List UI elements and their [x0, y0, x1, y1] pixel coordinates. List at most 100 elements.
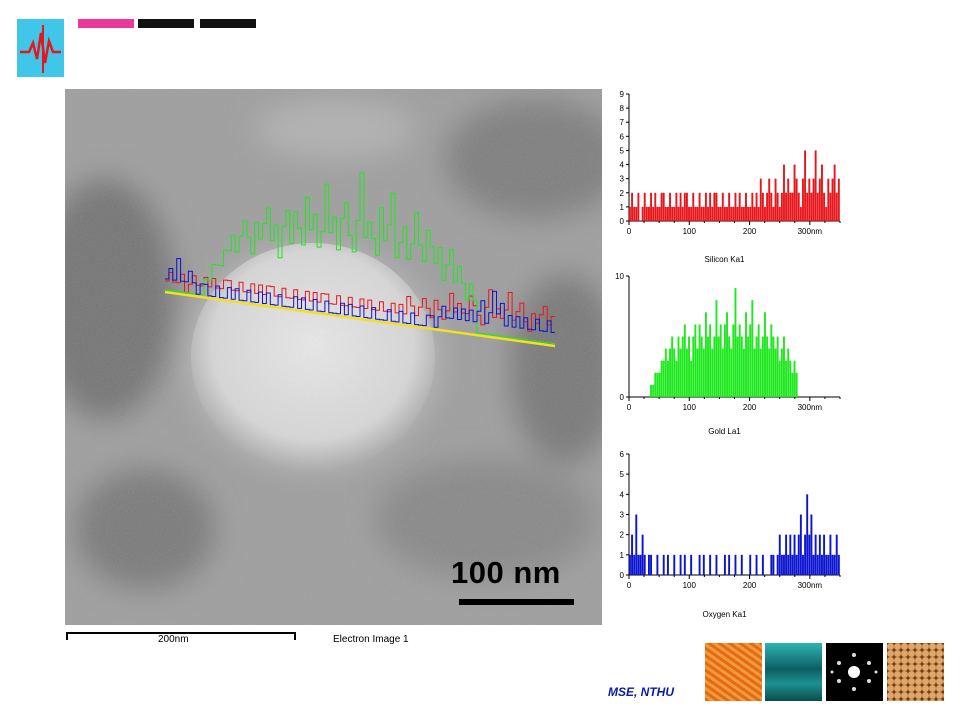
bar	[799, 514, 802, 575]
bar	[635, 514, 638, 575]
bar	[768, 348, 771, 397]
bar	[683, 324, 686, 397]
bar	[664, 348, 667, 397]
bar	[707, 206, 709, 221]
bar	[671, 206, 674, 221]
y-tick-label: 10	[615, 272, 624, 281]
chart-title: Gold La1	[708, 427, 741, 436]
bar	[723, 324, 726, 397]
bar	[715, 192, 718, 221]
bar	[785, 360, 788, 397]
bar	[768, 178, 771, 221]
bar	[787, 348, 790, 397]
bar	[778, 360, 781, 397]
bar	[711, 206, 714, 221]
y-tick-label: 1	[620, 551, 625, 560]
bar	[709, 324, 712, 397]
bar	[629, 206, 631, 221]
y-tick-label: 7	[620, 118, 625, 127]
bar	[827, 554, 830, 575]
bar	[791, 192, 794, 221]
bar	[793, 164, 796, 221]
bar	[726, 206, 728, 221]
bar	[662, 554, 665, 575]
y-tick-label: 1	[620, 203, 625, 212]
x-tick-label: 300nm	[798, 581, 823, 590]
bar	[643, 192, 646, 221]
bar	[685, 192, 688, 221]
bar	[713, 192, 716, 221]
bar	[795, 178, 798, 221]
bar	[778, 534, 781, 575]
bar	[650, 384, 653, 397]
bar	[666, 360, 669, 397]
bar	[666, 554, 669, 575]
bar	[635, 206, 638, 221]
bar	[734, 554, 737, 575]
line-scan-overlay	[165, 172, 555, 344]
bar	[791, 554, 794, 575]
sem-info-bar: 200nm Electron Image 1	[65, 625, 602, 707]
bar	[742, 348, 745, 397]
y-tick-label: 3	[620, 175, 625, 184]
bar	[654, 372, 657, 397]
bar	[732, 324, 735, 397]
bar	[671, 336, 674, 397]
bar	[728, 192, 731, 221]
bar	[827, 178, 830, 221]
bar	[641, 206, 644, 221]
bar	[698, 324, 701, 397]
bar	[753, 206, 756, 221]
footer-scale-label: 200nm	[158, 634, 189, 645]
header-image-strip-2	[138, 19, 194, 28]
bar	[745, 192, 747, 221]
bar	[726, 312, 728, 397]
thumbnail-image-1	[705, 643, 762, 701]
bar	[776, 192, 779, 221]
bar	[723, 554, 726, 575]
x-tick-label: 0	[627, 581, 632, 590]
y-tick-label: 2	[620, 189, 625, 198]
bar	[821, 554, 823, 575]
bar	[690, 360, 693, 397]
bar	[816, 554, 819, 575]
y-tick-label: 5	[620, 146, 625, 155]
bar	[795, 554, 798, 575]
x-tick-label: 100	[683, 227, 697, 236]
bar	[679, 348, 682, 397]
bar	[774, 178, 777, 221]
bar	[780, 348, 783, 397]
bar	[650, 554, 653, 575]
bar	[734, 192, 737, 221]
bar	[647, 206, 650, 221]
chart-title: Oxygen Ka1	[702, 610, 747, 619]
bar	[749, 324, 752, 397]
bar	[823, 192, 826, 221]
x-tick-label: 300nm	[798, 403, 823, 412]
bar	[761, 192, 764, 221]
header-image-strip-1	[78, 19, 134, 28]
bar	[833, 164, 836, 221]
y-tick-label: 9	[620, 90, 625, 99]
bar	[789, 534, 792, 575]
bar	[780, 554, 783, 575]
bar	[692, 192, 695, 221]
bar	[823, 534, 826, 575]
bar	[654, 192, 657, 221]
bar	[709, 192, 712, 221]
bar	[804, 534, 807, 575]
bar	[837, 554, 840, 575]
bar	[719, 324, 722, 397]
bar	[700, 206, 703, 221]
y-tick-label: 4	[620, 161, 625, 170]
bar	[660, 192, 663, 221]
bar	[658, 372, 661, 397]
bar	[698, 192, 701, 221]
bar	[694, 324, 697, 397]
bar	[702, 554, 705, 575]
bar	[738, 324, 741, 397]
bar	[764, 312, 766, 397]
bar	[812, 554, 815, 575]
bar	[799, 206, 802, 221]
bar	[730, 206, 733, 221]
